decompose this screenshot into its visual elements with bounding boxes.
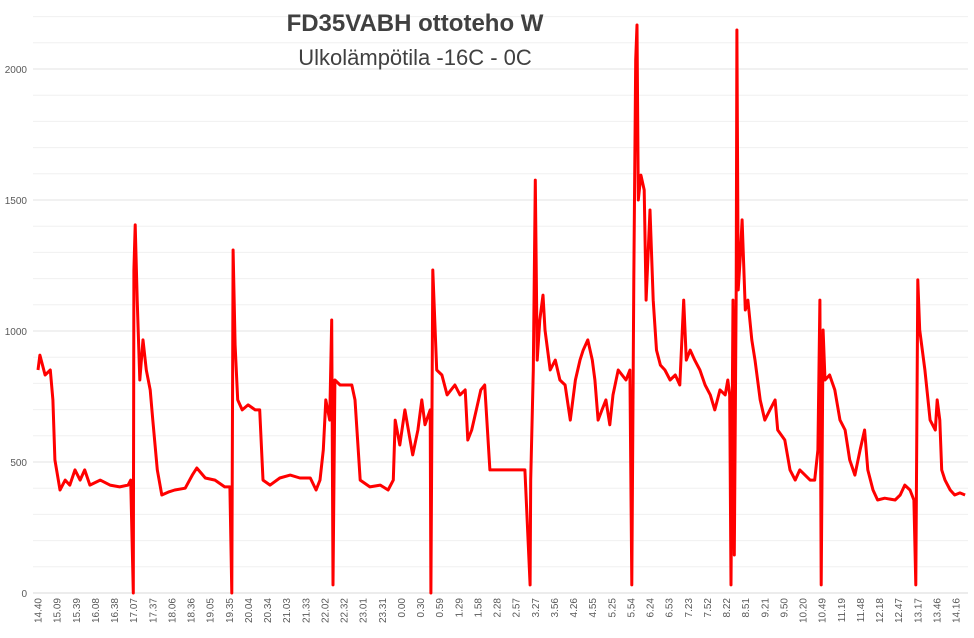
x-tick-label: 5.25 [607,598,618,618]
x-tick-label: 18.06 [167,598,178,623]
x-tick-label: 11.48 [856,598,867,623]
x-tick-label: 9.21 [760,598,771,618]
x-tick-label: 0.00 [397,598,408,618]
chart-title: FD35VABH ottoteho W [287,10,544,37]
x-tick-label: 8.22 [722,598,733,618]
x-tick-label: 13.17 [913,598,924,623]
x-tick-label: 15.09 [53,598,64,623]
x-tick-label: 3.56 [550,598,561,618]
x-tick-label: 14.40 [34,598,45,623]
x-tick-label: 23.31 [378,598,389,623]
x-tick-label: 12.47 [894,598,905,623]
x-tick-label: 0.59 [435,598,446,618]
x-tick-label: 12.18 [875,598,886,623]
y-tick-label: 0 [21,589,27,600]
x-tick-label: 4.26 [569,598,580,618]
x-tick-label: 14.16 [952,598,963,623]
x-tick-label: 0.30 [416,598,427,618]
x-tick-label: 11.19 [837,598,848,623]
x-tick-label: 17.07 [129,598,140,623]
x-tick-label: 21.33 [301,598,312,623]
x-axis: 14.40 15.09 15.39 16.08 16.38 17.07 17.37 18.06… [34,598,963,623]
x-tick-label: 10.49 [818,598,829,623]
x-tick-label: 22.32 [340,598,351,623]
x-tick-label: 5.54 [626,598,637,618]
x-tick-label: 18.36 [187,598,198,623]
x-tick-label: 2.28 [493,598,504,618]
x-tick-label: 19.35 [225,598,236,623]
x-tick-label: 7.23 [684,598,695,618]
x-tick-label: 23.01 [359,598,370,623]
x-tick-label: 20.34 [263,598,274,623]
x-tick-label: 9.50 [779,598,790,618]
x-tick-label: 6.24 [646,598,657,618]
x-tick-label: 7.52 [703,598,714,618]
x-tick-label: 1.29 [454,598,465,618]
chart-subtitle: Ulkolämpötila -16C - 0C [298,45,532,70]
x-tick-label: 21.03 [282,598,293,623]
y-tick-label: 500 [10,458,27,469]
x-tick-label: 16.08 [91,598,102,623]
x-tick-label: 15.39 [72,598,83,623]
y-axis: 0 500 1000 1500 2000 [5,65,28,600]
x-tick-label: 22.02 [320,598,331,623]
y-tick-label: 2000 [5,65,28,76]
y-tick-label: 1500 [5,196,28,207]
x-tick-label: 2.57 [512,598,523,618]
x-tick-label: 20.04 [244,598,255,623]
x-tick-label: 13.46 [932,598,943,623]
x-tick-label: 16.38 [110,598,121,623]
x-tick-label: 17.37 [148,598,159,623]
x-tick-label: 1.58 [473,598,484,618]
x-tick-label: 4.55 [588,598,599,618]
series-line [36,23,966,595]
gridlines [33,16,968,568]
x-tick-label: 6.53 [665,598,676,618]
x-tick-label: 8.51 [741,598,752,618]
x-tick-label: 10.20 [799,598,810,623]
x-tick-label: 3.27 [531,598,542,618]
y-tick-label: 1000 [5,327,28,338]
x-tick-label: 19.05 [206,598,217,623]
